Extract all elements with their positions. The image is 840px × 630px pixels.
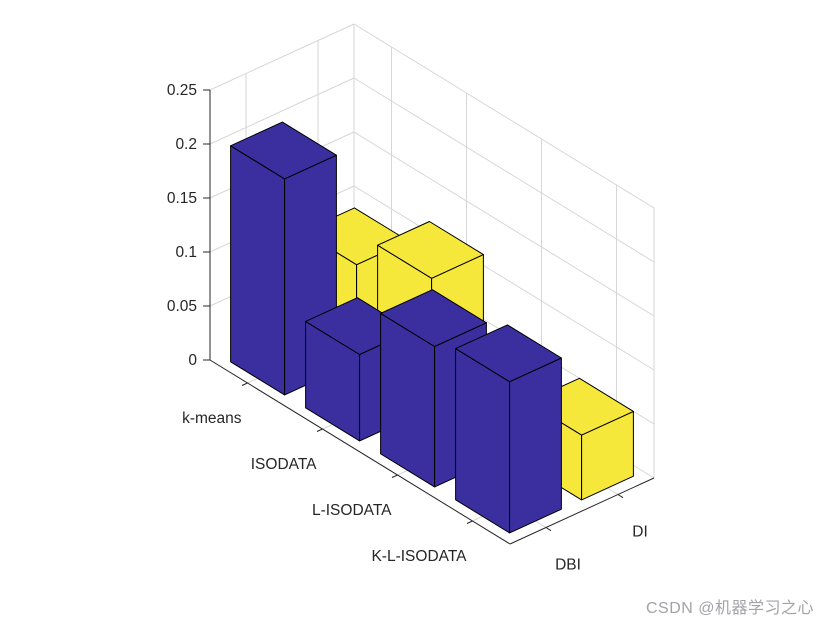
category-label: K-L-ISODATA	[371, 548, 467, 565]
y-axis-line	[209, 359, 511, 545]
grid-line	[353, 185, 655, 371]
grid-line	[353, 77, 655, 263]
bars	[230, 121, 634, 534]
watermark: CSDN @机器学习之心	[645, 600, 814, 617]
bar-face	[377, 221, 484, 279]
ztick-label: 0.2	[175, 136, 197, 153]
tick-mark	[316, 428, 323, 432]
category-label: ISODATA	[251, 456, 317, 473]
grid-line	[209, 77, 355, 145]
category-label: L-ISODATA	[312, 502, 392, 519]
ztick-label: 0.05	[167, 298, 197, 315]
bar-face	[455, 324, 562, 383]
tick-mark	[466, 520, 473, 524]
bar-face	[230, 121, 337, 180]
tick-mark	[391, 474, 398, 478]
axis-lines	[203, 89, 655, 545]
tick-mark	[241, 382, 248, 386]
series-label: DI	[632, 524, 648, 541]
tick-mark	[545, 527, 552, 532]
bar-face	[380, 289, 487, 347]
ztick-label: 0.1	[175, 244, 197, 261]
bar-face	[230, 145, 286, 396]
ztick-label: 0	[188, 352, 197, 369]
tick-labels: 0 0.05 0.1 0.15 0.2 0.25 k-means ISODATA L-ISODA…	[167, 82, 648, 574]
box-edge	[353, 23, 655, 209]
bar-face	[509, 357, 562, 534]
category-label: k-means	[182, 410, 242, 427]
tick-mark	[617, 494, 624, 499]
box-edge	[209, 23, 355, 91]
series-label: DBI	[555, 557, 581, 574]
ztick-label: 0.15	[167, 190, 197, 207]
ztick-label: 0.25	[167, 82, 197, 99]
x-axis-line	[509, 477, 655, 545]
grid-line	[353, 131, 655, 317]
